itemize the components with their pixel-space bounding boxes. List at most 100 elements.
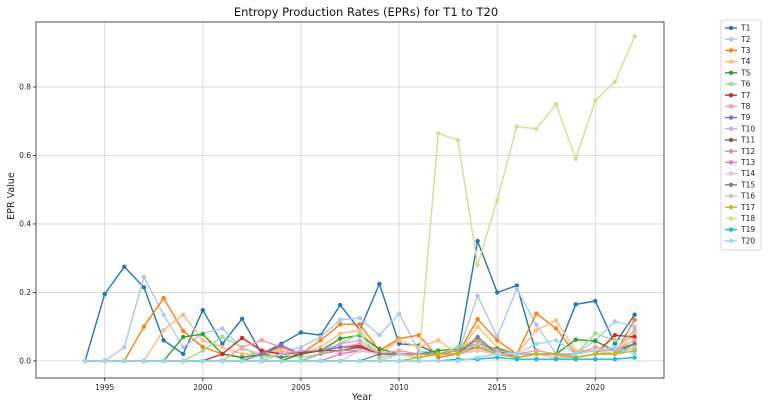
data-point — [377, 346, 382, 352]
x-axis-title: Year — [351, 392, 372, 403]
data-point — [357, 341, 362, 346]
data-point — [181, 328, 186, 334]
data-point — [534, 322, 539, 328]
legend-swatch-marker — [728, 93, 734, 98]
data-point — [534, 126, 539, 131]
data-point — [436, 355, 441, 360]
data-point — [318, 338, 323, 343]
data-point — [259, 355, 264, 360]
data-point — [416, 333, 421, 338]
data-point — [279, 351, 284, 357]
series-t20 — [82, 338, 637, 364]
data-point — [102, 291, 107, 297]
data-point — [573, 302, 578, 307]
data-point — [298, 330, 304, 335]
x-tick-label: 2020 — [586, 383, 605, 392]
data-point — [141, 324, 147, 329]
legend-item: T20 — [725, 236, 755, 245]
data-point — [377, 333, 382, 338]
legend-item: T8 — [725, 102, 751, 111]
data-point — [396, 311, 402, 316]
data-point — [338, 322, 343, 327]
data-point — [495, 355, 500, 360]
legend-item: T7 — [725, 91, 751, 100]
data-point — [239, 335, 245, 341]
data-point — [220, 358, 225, 364]
data-point — [279, 358, 284, 364]
data-point — [632, 351, 637, 357]
legend-label: T13 — [740, 158, 755, 167]
data-point — [279, 343, 284, 348]
data-point — [357, 338, 362, 343]
legend-label: T11 — [740, 136, 755, 145]
legend-item: T15 — [725, 180, 755, 189]
data-point — [377, 351, 382, 357]
legend-label: T14 — [740, 169, 755, 178]
legend-item: T10 — [725, 124, 755, 133]
data-point — [455, 345, 461, 350]
data-point — [475, 355, 480, 360]
legend-item: T5 — [725, 68, 751, 77]
data-point — [573, 357, 578, 362]
x-tick-label: 2000 — [193, 383, 212, 392]
legend: T1 T2 T3 T4 T5 T6 T7 T8 T9 T10 T11 T12 T13 T14 T15 T16 T… — [720, 19, 762, 251]
data-point — [436, 348, 441, 353]
data-point — [396, 341, 402, 346]
data-point — [475, 334, 480, 340]
data-point — [632, 334, 637, 340]
data-point — [220, 351, 225, 357]
data-point — [338, 351, 343, 357]
data-point — [553, 357, 559, 362]
x-tick-label: 2010 — [390, 383, 409, 392]
data-point — [593, 298, 598, 304]
legend-swatch-marker — [728, 160, 734, 165]
data-point — [553, 318, 559, 323]
data-point — [122, 264, 127, 269]
data-point — [200, 348, 205, 353]
data-point — [141, 358, 147, 364]
data-point — [534, 327, 539, 333]
legend-label: T4 — [740, 57, 751, 66]
data-point — [357, 348, 362, 353]
data-point — [632, 317, 637, 322]
legend-label: T5 — [740, 68, 751, 77]
data-point — [161, 312, 166, 317]
data-point — [475, 348, 480, 353]
legend-label: T6 — [740, 80, 751, 89]
data-point — [455, 137, 461, 143]
y-axis-title: EPR Value — [6, 172, 17, 220]
data-point — [239, 345, 245, 350]
legend-swatch-marker — [728, 37, 734, 42]
data-point — [239, 358, 245, 364]
data-point — [593, 351, 598, 357]
legend-item: T2 — [725, 35, 751, 44]
data-point — [593, 348, 598, 353]
legend-label: T15 — [740, 180, 755, 189]
x-tick-label: 2015 — [488, 383, 507, 392]
legend-item: T1 — [725, 24, 751, 33]
data-point — [593, 345, 598, 350]
data-point — [632, 348, 637, 353]
data-point — [534, 357, 539, 362]
data-point — [396, 358, 402, 364]
data-point — [220, 341, 225, 346]
data-point — [514, 286, 519, 292]
legend-swatch-marker — [728, 171, 734, 176]
data-point — [161, 358, 166, 364]
data-point — [82, 358, 88, 364]
data-point — [239, 355, 245, 360]
data-point — [573, 156, 578, 162]
data-point — [632, 355, 637, 360]
legend-swatch-marker — [728, 216, 734, 221]
legend-item: T17 — [725, 203, 755, 212]
data-point — [396, 351, 402, 357]
legend-label: T8 — [740, 102, 751, 111]
data-point — [632, 331, 637, 336]
legend-item: T12 — [725, 147, 755, 156]
data-point — [279, 355, 284, 360]
data-point — [475, 324, 480, 329]
data-point — [338, 317, 343, 322]
data-point — [338, 348, 343, 353]
data-point — [612, 79, 618, 85]
